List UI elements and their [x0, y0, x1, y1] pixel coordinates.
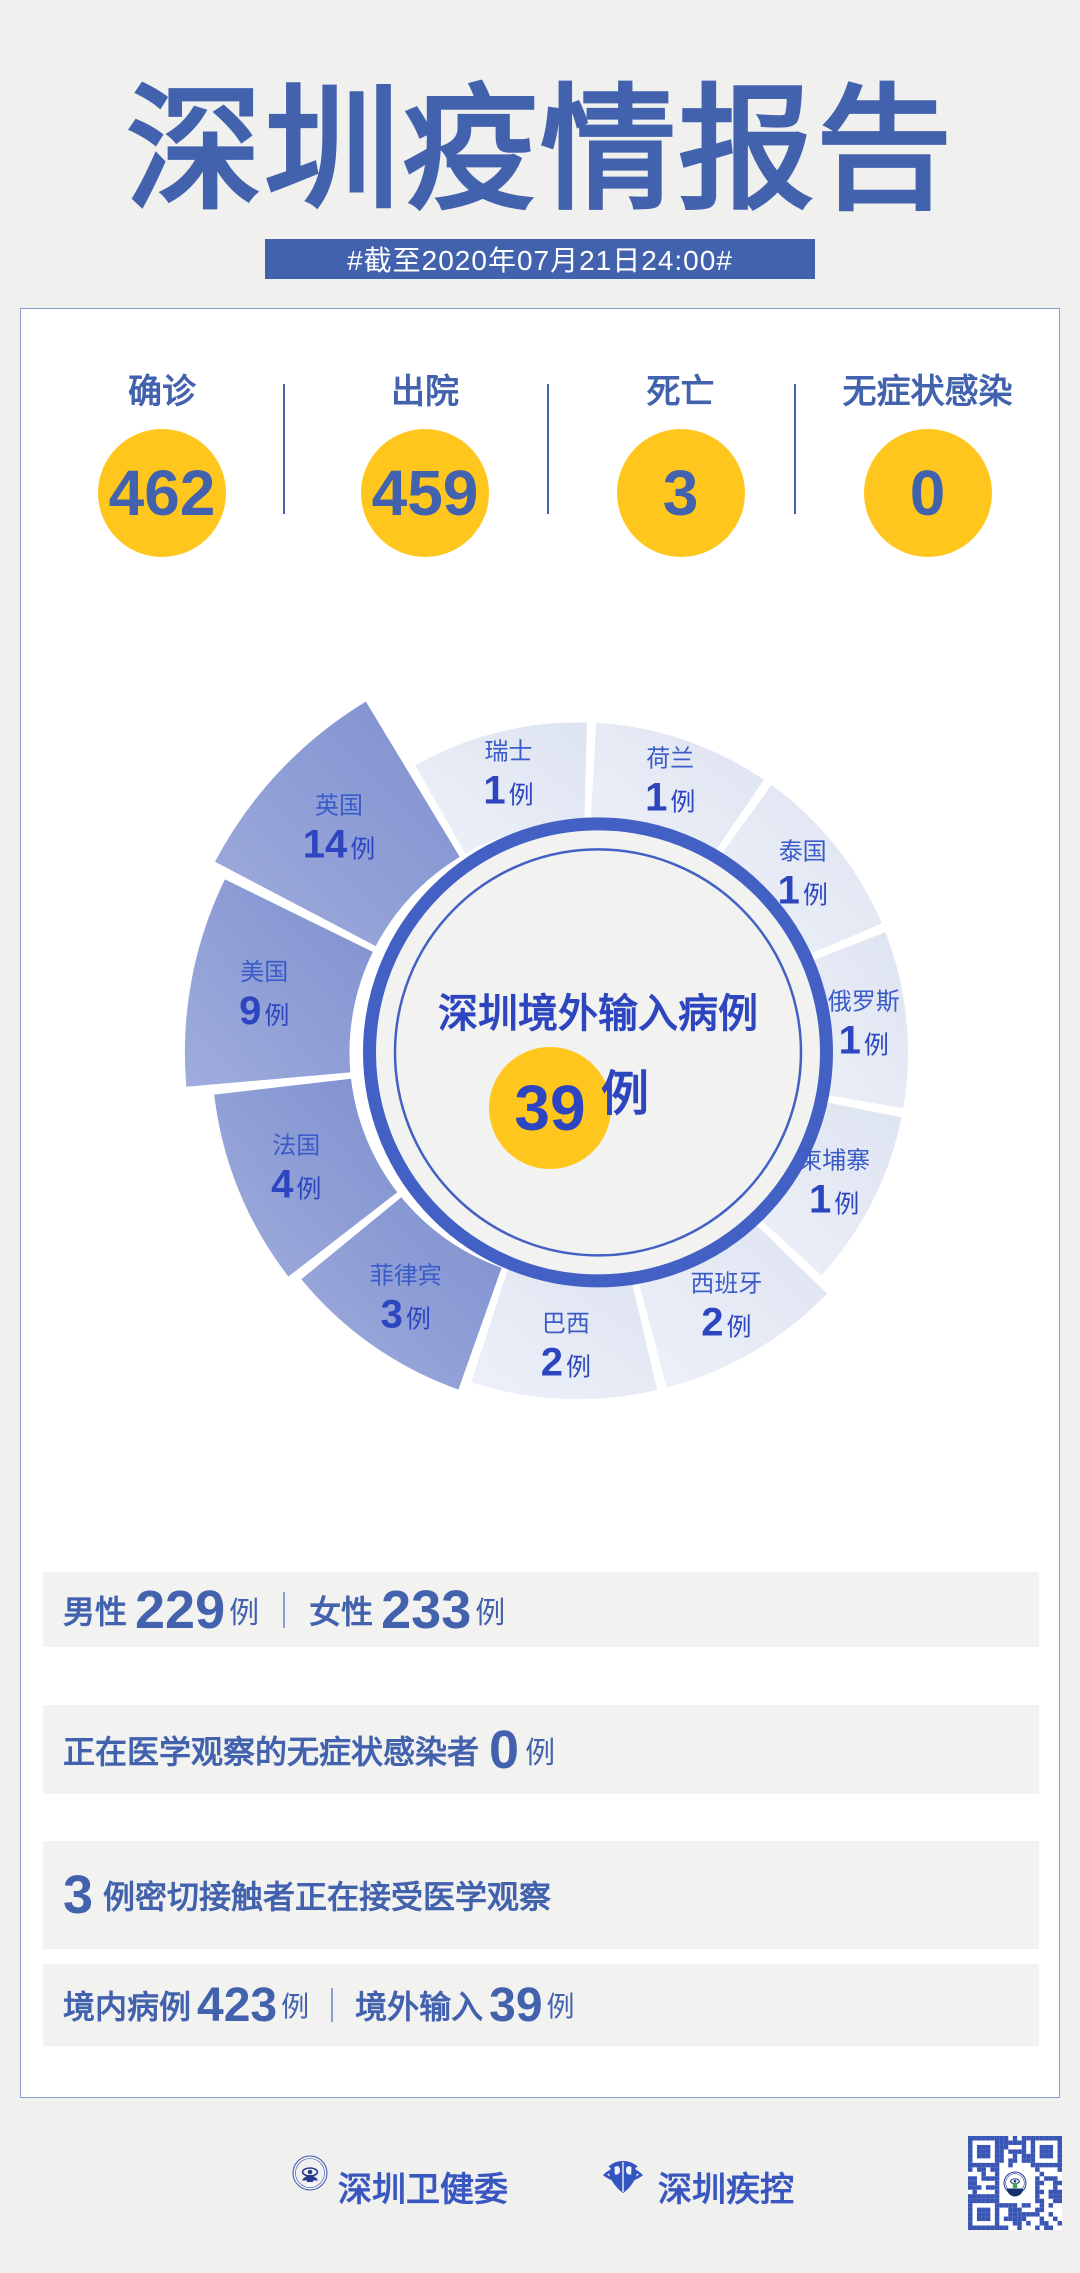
svg-text:深圳境外输入病例: 深圳境外输入病例 — [438, 992, 758, 1036]
svg-text:西班牙: 西班牙 — [690, 1271, 762, 1298]
svg-text:美国: 美国 — [240, 959, 288, 986]
svg-text:菲律宾: 菲律宾 — [370, 1263, 442, 1290]
svg-text:英国: 英国 — [315, 792, 363, 819]
svg-text:法国: 法国 — [272, 1132, 320, 1159]
svg-text:SZMC: SZMC — [305, 2184, 315, 2188]
svg-text:俄罗斯: 俄罗斯 — [828, 988, 900, 1015]
svg-text:瑞士: 瑞士 — [485, 739, 533, 766]
svg-text:柬埔寨: 柬埔寨 — [798, 1147, 870, 1174]
svg-text:巴西: 巴西 — [542, 1311, 590, 1338]
svg-text:泰国: 泰国 — [779, 838, 827, 865]
svg-text:荷兰: 荷兰 — [646, 745, 694, 772]
